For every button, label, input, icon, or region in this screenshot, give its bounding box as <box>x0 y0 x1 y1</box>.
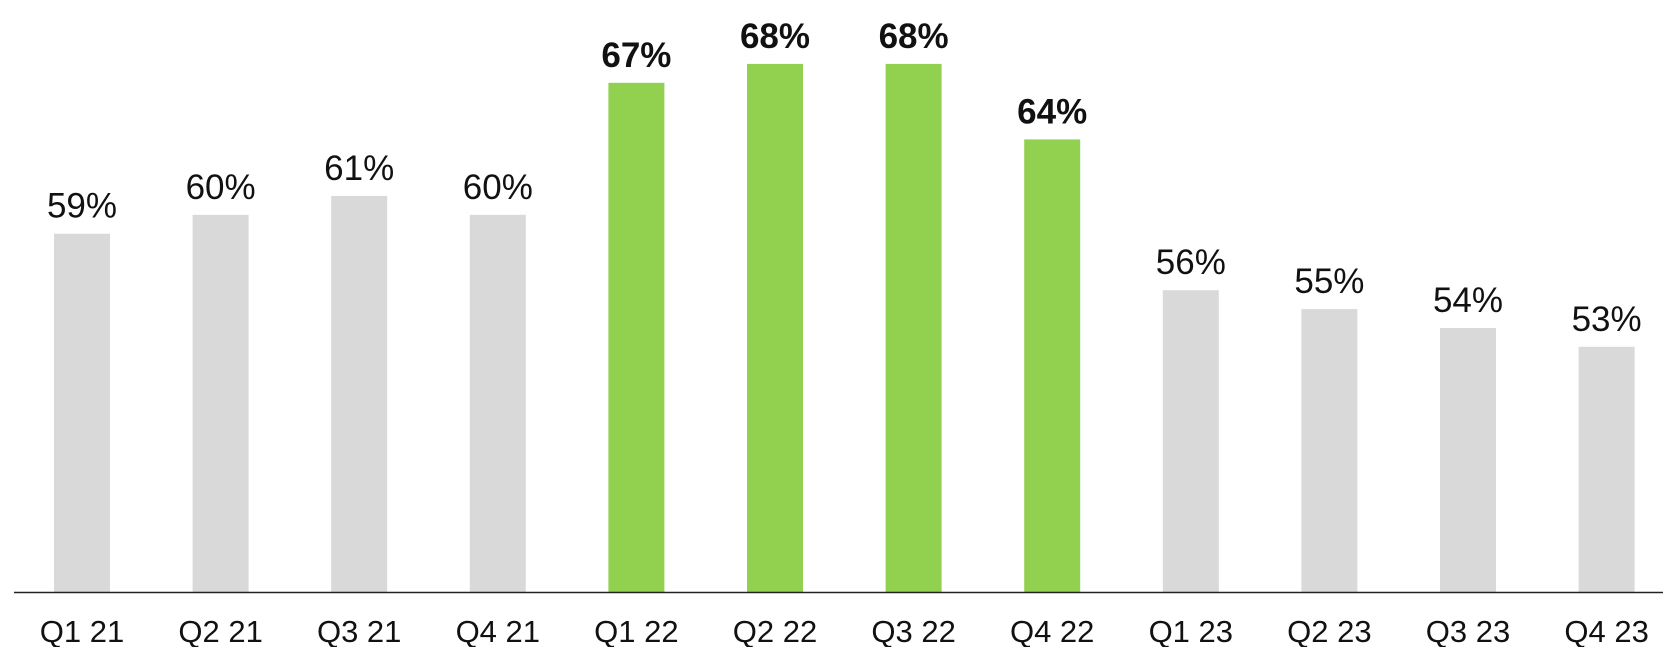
bar-value-label-8: 56% <box>1156 243 1226 282</box>
x-tick-label-1: Q2 21 <box>178 614 262 647</box>
bar-6 <box>885 63 942 592</box>
bar-9 <box>1301 309 1358 592</box>
x-tick-label-0: Q1 21 <box>40 614 124 647</box>
x-tick-label-11: Q4 23 <box>1564 614 1648 647</box>
x-tick-label-8: Q1 23 <box>1149 614 1233 647</box>
bar-4 <box>608 82 665 593</box>
bar-11 <box>1578 346 1635 592</box>
bar-value-label-4: 67% <box>601 36 671 75</box>
value-labels-group: 59% 60% 61% 60% 67% 68% 68% 64% 56% 55% 54% 53% <box>47 17 1642 339</box>
bars-group <box>54 63 1635 593</box>
x-tick-label-4: Q1 22 <box>594 614 678 647</box>
bar-value-label-9: 55% <box>1294 262 1364 301</box>
bar-2 <box>331 195 388 592</box>
x-tick-label-2: Q3 21 <box>317 614 401 647</box>
bar-value-label-5: 68% <box>740 17 810 56</box>
bar-7 <box>1024 139 1081 592</box>
bar-8 <box>1162 290 1219 592</box>
x-tick-label-3: Q4 21 <box>456 614 540 647</box>
bar-value-label-7: 64% <box>1017 92 1087 131</box>
x-tick-label-7: Q4 22 <box>1010 614 1094 647</box>
bar-value-label-6: 68% <box>879 17 949 56</box>
bar-0 <box>54 233 110 592</box>
bar-5 <box>747 63 803 592</box>
x-tick-labels-group: Q1 21 Q2 21 Q3 21 Q4 21 Q1 22 Q2 22 Q3 22 Q4 22… <box>40 614 1649 647</box>
x-tick-label-10: Q3 23 <box>1426 614 1510 647</box>
bar-3 <box>469 214 526 593</box>
x-tick-label-6: Q3 22 <box>871 614 955 647</box>
bar-value-label-1: 60% <box>186 168 256 207</box>
x-tick-label-5: Q2 22 <box>733 614 817 647</box>
bar-value-label-2: 61% <box>324 149 394 188</box>
bar-1 <box>192 214 249 593</box>
bar-10 <box>1440 328 1496 592</box>
bar-value-label-11: 53% <box>1572 300 1642 339</box>
bar-value-label-10: 54% <box>1433 281 1503 320</box>
x-tick-label-9: Q2 23 <box>1287 614 1371 647</box>
bar-value-label-3: 60% <box>463 168 533 207</box>
bar-value-label-0: 59% <box>47 187 117 226</box>
